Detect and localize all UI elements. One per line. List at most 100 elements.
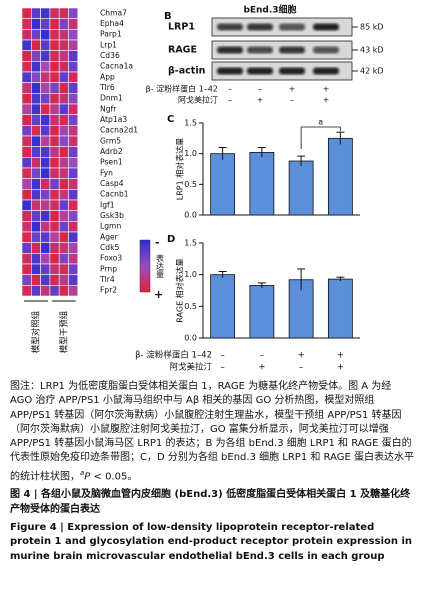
- gene-label: Gsk3b: [100, 211, 124, 220]
- heatmap-cell: [30, 7, 41, 19]
- heatmap-cell: [49, 178, 60, 190]
- y-tick-label: 1.5: [184, 239, 197, 248]
- condition-sign: –: [228, 96, 232, 105]
- gene-label: Psen1: [100, 158, 123, 167]
- gene-label: App: [100, 72, 115, 81]
- heatmap-cell: [49, 29, 60, 41]
- gene-label: Cacna1a: [100, 62, 133, 71]
- heatmap-cell: [58, 29, 69, 41]
- heatmap-cell: [21, 82, 32, 94]
- error-bar: [336, 131, 345, 145]
- heatmap-cell: [68, 210, 79, 222]
- heatmap-cell: [49, 210, 60, 222]
- blot-label: β-actin: [168, 66, 206, 77]
- heatmap-cell: [58, 125, 69, 137]
- gene-label: Ager: [100, 232, 119, 241]
- heatmap-cell: [40, 189, 51, 201]
- heatmap-cell: [58, 242, 69, 254]
- error-bar: [218, 271, 227, 278]
- y-tick-label: 1.0: [184, 270, 197, 279]
- gene-label: Cacna2d1: [100, 126, 138, 135]
- heatmap-cell: [49, 82, 60, 94]
- y-tick-label: 0.5: [184, 302, 197, 311]
- gene-label: Lrp1: [100, 40, 117, 49]
- panel-label: B: [164, 11, 172, 22]
- gene-label: Foxo3: [100, 254, 122, 263]
- gene-label: Grm5: [100, 136, 121, 145]
- caption-note: 图注：LRP1 为低密度脂蛋白受体相关蛋白 1，RAGE 为糖基化终产物受体。图…: [10, 380, 414, 484]
- condition-sign: –: [299, 363, 303, 373]
- blot-band: [247, 23, 273, 31]
- heatmap-cell: [40, 18, 51, 30]
- heatmap-cell: [49, 93, 60, 105]
- condition-label: 阿戈美拉汀: [169, 362, 212, 373]
- heatmap-cell: [30, 253, 41, 265]
- heatmap-cell: [68, 103, 79, 115]
- heatmap-cell: [30, 50, 41, 62]
- heatmap-cell: [30, 285, 41, 297]
- condition-sign: +: [337, 351, 344, 361]
- heatmap-cell: [49, 274, 60, 286]
- heatmap-cell: [68, 82, 79, 94]
- heatmap-cell: [68, 29, 79, 41]
- blot-label: RAGE: [168, 45, 197, 56]
- heatmap-cell: [49, 50, 60, 62]
- heatmap-cell: [49, 242, 60, 254]
- heatmap-cell: [40, 167, 51, 179]
- heatmap-cell: [40, 135, 51, 147]
- heatmap-cell: [21, 93, 32, 105]
- heatmap-cell: [30, 189, 41, 201]
- heatmap-cell: [58, 93, 69, 105]
- heatmap-cell: [40, 253, 51, 265]
- heatmap-cell: [30, 18, 41, 30]
- heatmap-cell: [68, 125, 79, 137]
- error-bar: [297, 268, 306, 291]
- heatmap-cell: [30, 82, 41, 94]
- heatmap-cell: [40, 29, 51, 41]
- gene-label: Igf1: [100, 200, 115, 209]
- group-label: 模型干预组: [58, 310, 69, 353]
- heatmap-cell: [58, 210, 69, 222]
- heatmap-cell: [68, 274, 79, 286]
- heatmap-cell: [49, 103, 60, 115]
- heatmap-cell: [49, 285, 60, 297]
- heatmap-cell: [40, 103, 51, 115]
- heatmap-cell: [40, 125, 51, 137]
- heatmap-cell: [21, 146, 32, 158]
- heatmap-cell: [40, 146, 51, 158]
- bar: [249, 285, 275, 339]
- heatmap-cell: [40, 242, 51, 254]
- heatmap-cell: [21, 231, 32, 243]
- heatmap-cell: [40, 82, 51, 94]
- blot-size: 43 kD: [360, 46, 384, 55]
- heatmap-cell: [58, 178, 69, 190]
- heatmap-cell: [30, 210, 41, 222]
- heatmap-cell: [40, 50, 51, 62]
- condition-sign: +: [323, 96, 330, 105]
- gene-label: Lgmn: [100, 222, 121, 231]
- heatmap-cell: [21, 285, 32, 297]
- heatmap-cell: [68, 114, 79, 126]
- y-tick-label: 0.0: [184, 211, 197, 220]
- heatmap-cell: [21, 61, 32, 73]
- heatmap-cell: [58, 71, 69, 83]
- heatmap-cell: [30, 263, 41, 275]
- heatmap-cell: [58, 274, 69, 286]
- blot-band: [313, 46, 339, 54]
- heatmap-cell: [30, 71, 41, 83]
- heatmap-cell: [21, 221, 32, 233]
- caption: 图注：LRP1 为低密度脂蛋白受体相关蛋白 1，RAGE 为糖基化终产物受体。图…: [10, 380, 414, 568]
- heatmap-cell: [49, 167, 60, 179]
- legend-title: 表达量: [156, 253, 165, 278]
- heatmap-cell: [30, 125, 41, 137]
- heatmap-cell: [49, 39, 60, 51]
- y-axis-label: RAGE 相对表达量: [175, 258, 185, 322]
- heatmap-cell: [58, 82, 69, 94]
- heatmap-cell: [21, 157, 32, 169]
- blot-band: [279, 67, 305, 75]
- panel-label: D: [167, 234, 175, 245]
- heatmap-cell: [21, 114, 32, 126]
- gene-label: Ngfr: [100, 104, 117, 113]
- gene-label: Prnp: [100, 264, 117, 273]
- heatmap-cell: [30, 242, 41, 254]
